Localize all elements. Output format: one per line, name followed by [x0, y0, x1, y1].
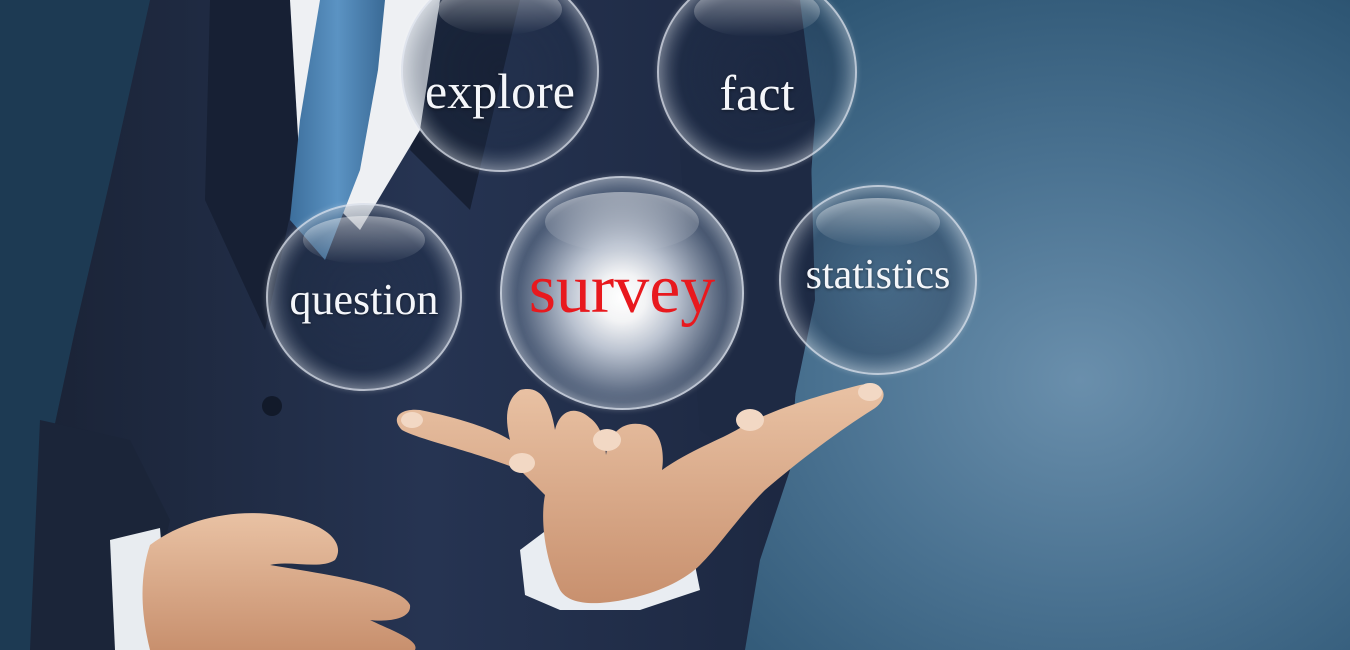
bubble-label-fact: fact [719, 65, 795, 121]
bubble-survey: survey [500, 176, 744, 410]
tie [290, 0, 385, 260]
bubble-statistics: statistics [779, 185, 977, 375]
bubble-label-survey: survey [528, 251, 716, 328]
bubble-label-question: question [289, 274, 439, 324]
left-hand [142, 513, 416, 650]
right-hand [396, 383, 884, 604]
bubble-question: question [266, 203, 462, 391]
bubble-label-statistics: statistics [805, 252, 951, 298]
bubble-explore: explore [401, 0, 599, 172]
bubble-label-explore: explore [425, 63, 575, 119]
bubble-fact: fact [657, 0, 857, 172]
